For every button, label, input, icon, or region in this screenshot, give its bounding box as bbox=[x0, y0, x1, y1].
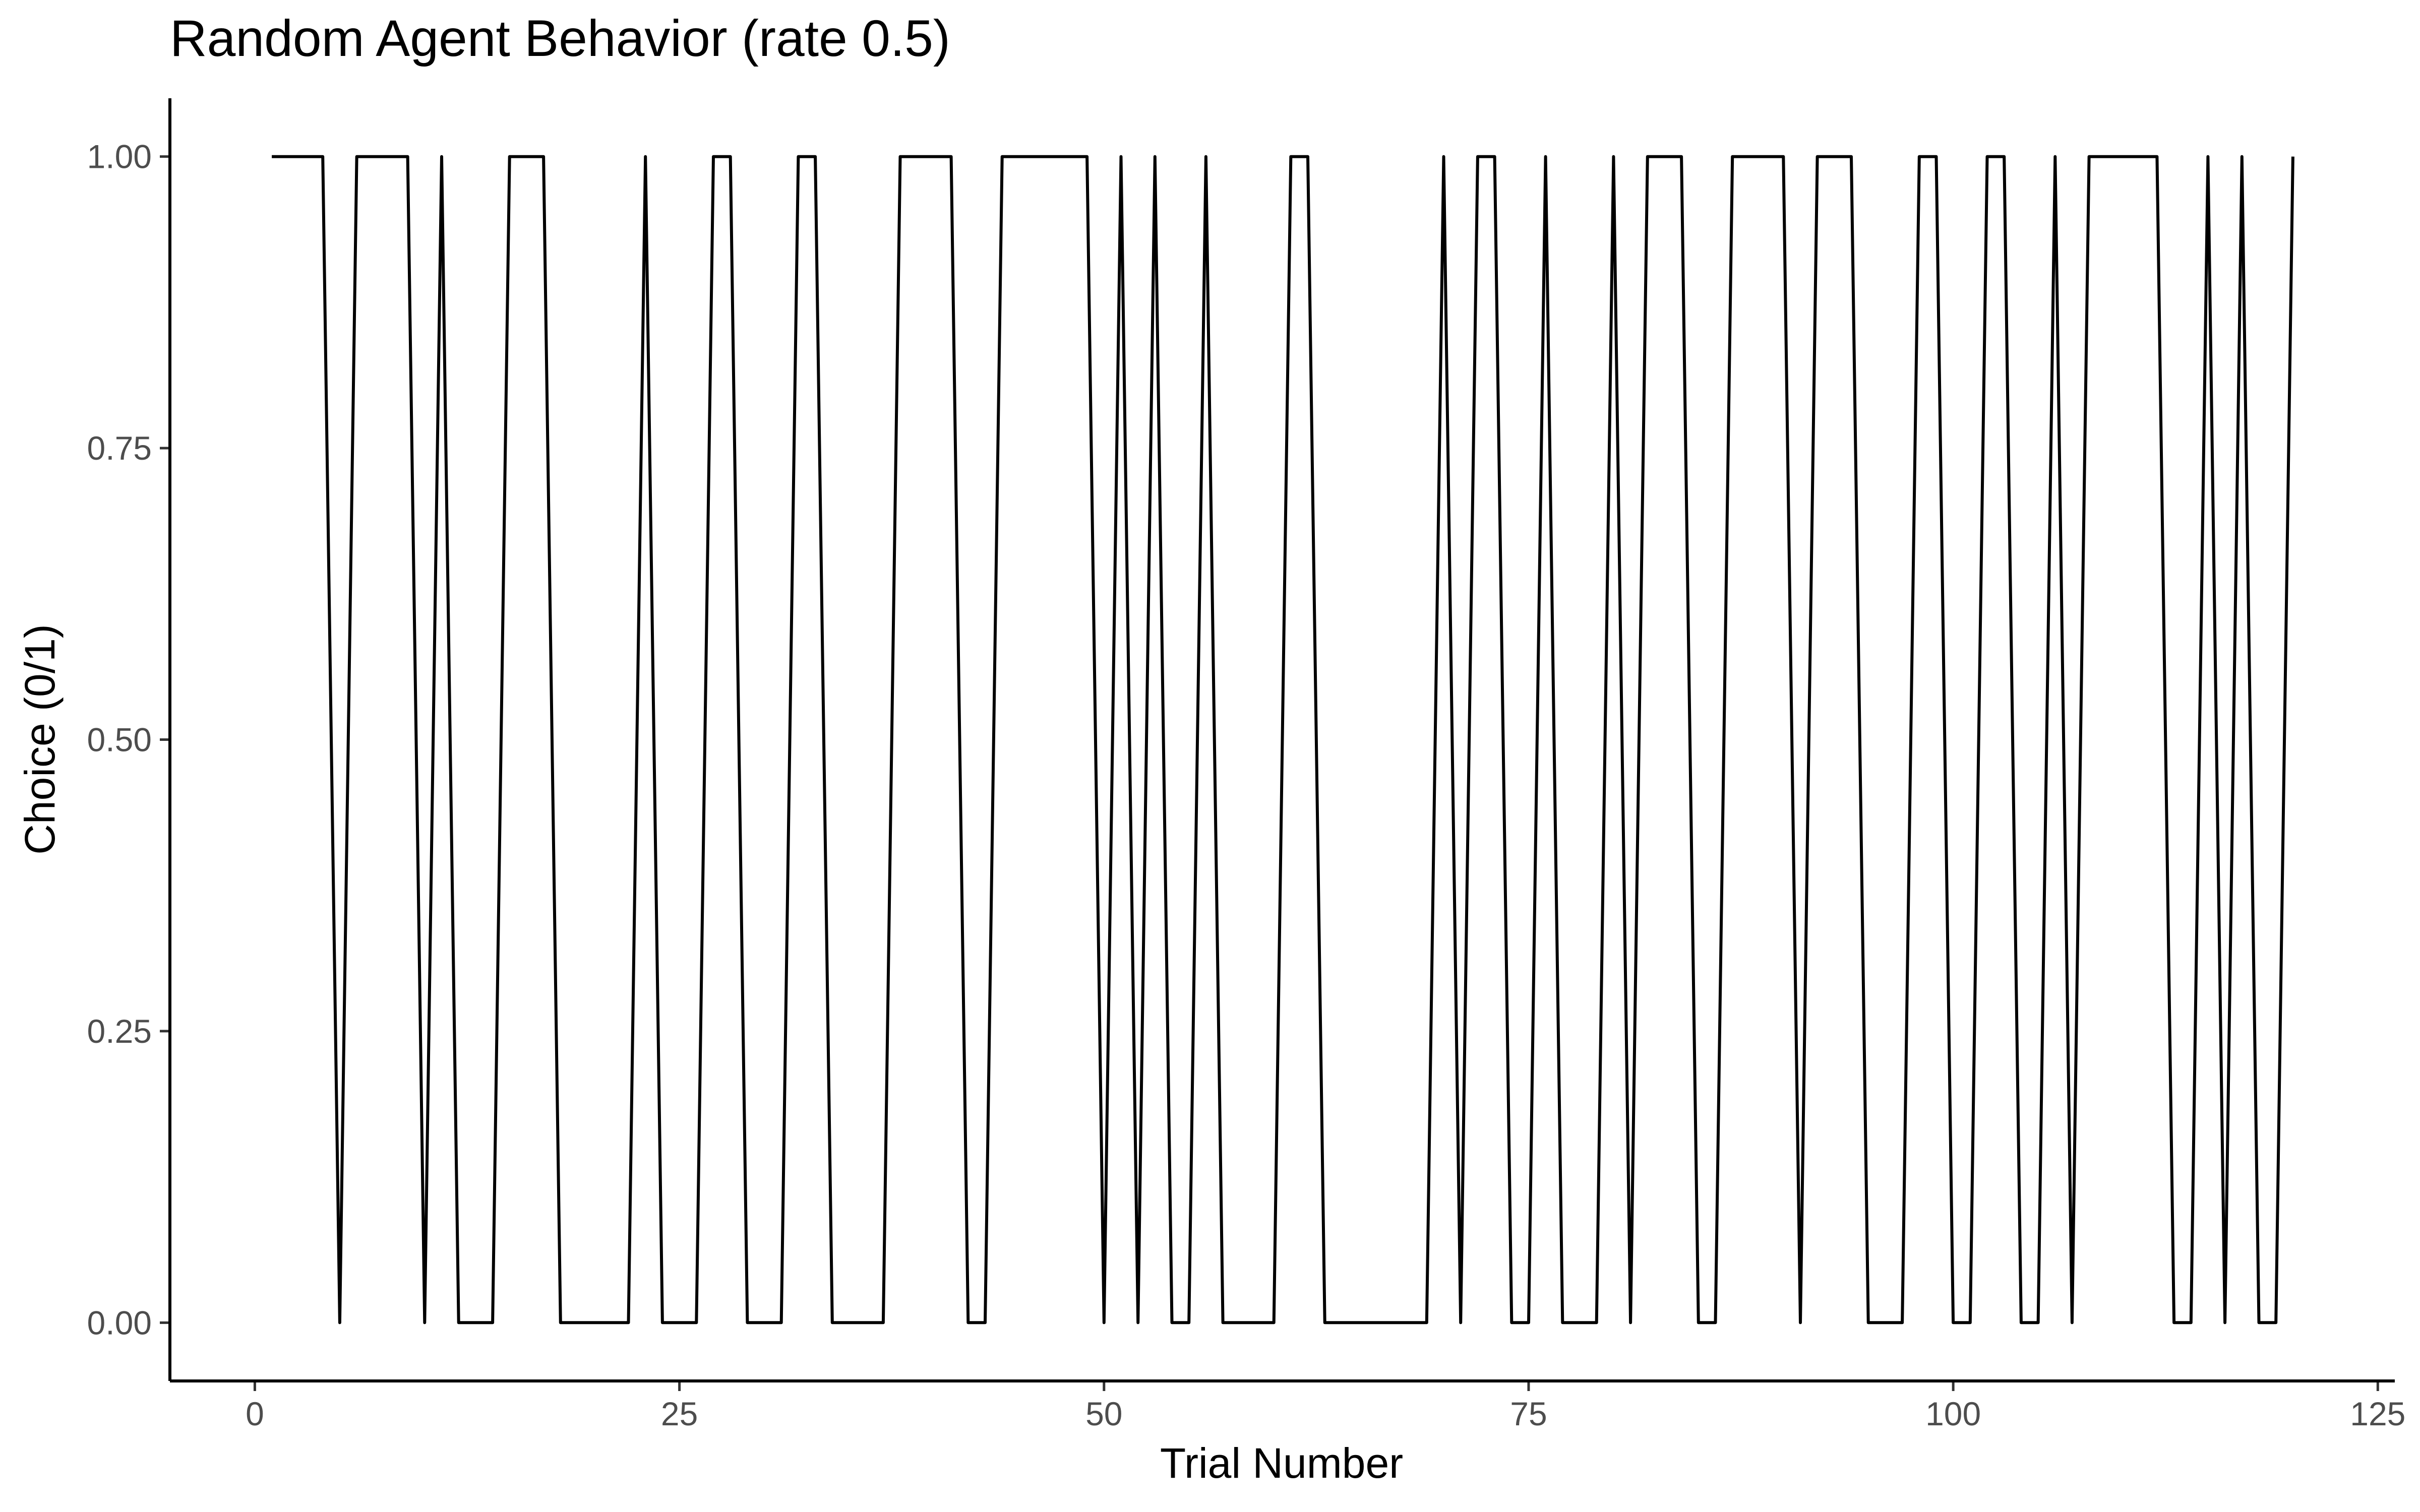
x-tick-label: 100 bbox=[1925, 1395, 1981, 1432]
x-tick-label: 0 bbox=[246, 1395, 264, 1432]
y-tick-label: 0.75 bbox=[87, 429, 152, 467]
y-tick-label: 0.25 bbox=[87, 1013, 152, 1050]
series-line bbox=[272, 155, 2294, 1325]
chart-title: Random Agent Behavior (rate 0.5) bbox=[170, 10, 950, 67]
y-axis-label: Choice (0/1) bbox=[16, 624, 64, 855]
x-tick-label: 75 bbox=[1510, 1395, 1547, 1432]
y-tick-label: 1.00 bbox=[87, 138, 152, 175]
y-tick-label: 0.00 bbox=[87, 1304, 152, 1341]
x-tick-label: 50 bbox=[1085, 1395, 1122, 1432]
x-axis-label: Trial Number bbox=[1160, 1439, 1403, 1487]
y-axis-ticks: 0.00 0.25 0.50 0.75 1.00 bbox=[87, 138, 170, 1341]
x-tick-label: 25 bbox=[661, 1395, 698, 1432]
y-tick-label: 0.50 bbox=[87, 721, 152, 759]
x-axis-ticks: 0 25 50 75 100 125 bbox=[246, 1381, 2405, 1432]
x-tick-label: 125 bbox=[2350, 1395, 2405, 1432]
